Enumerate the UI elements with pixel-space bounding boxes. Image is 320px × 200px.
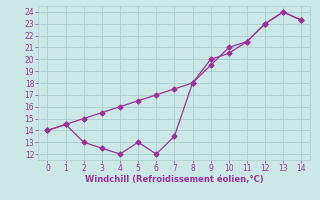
X-axis label: Windchill (Refroidissement éolien,°C): Windchill (Refroidissement éolien,°C) [85,175,264,184]
